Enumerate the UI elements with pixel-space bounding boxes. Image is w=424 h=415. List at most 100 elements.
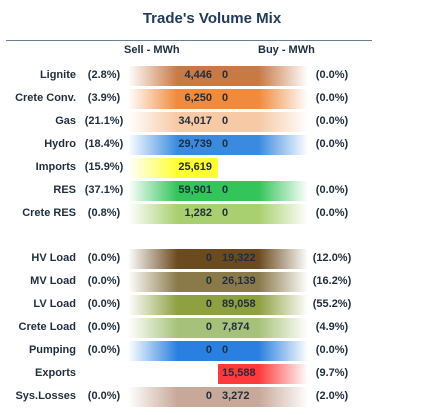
table-row: LV Load (0.0%) 0 89,058 (55.2%)	[0, 295, 424, 315]
buy-cell: 15,588	[218, 364, 308, 384]
buy-percent: (0.0%)	[315, 69, 349, 81]
sell-value: 25,619	[178, 161, 212, 173]
row-label: LV Load	[33, 298, 76, 310]
sell-percent: (0.0%)	[87, 298, 121, 310]
buy-percent: (0.0%)	[315, 115, 349, 127]
table-row: Crete Conv. (3.9%) 6,250 0 (0.0%)	[0, 89, 424, 109]
row-label: Crete RES	[22, 207, 76, 219]
row-label: Sys.Losses	[15, 390, 76, 402]
buy-cell: 0	[218, 66, 308, 86]
buy-cell: 89,058	[218, 295, 308, 315]
sell-cell: 0	[128, 341, 218, 361]
buy-value: 0	[222, 92, 229, 104]
buy-cell: 0	[218, 89, 308, 109]
sell-percent: (0.8%)	[87, 207, 121, 219]
buy-value: 0	[222, 207, 229, 219]
table-row: Gas (21.1%) 34,017 0 (0.0%)	[0, 112, 424, 132]
table-row: Lignite (2.8%) 4,446 0 (0.0%)	[0, 66, 424, 86]
sell-percent: (18.4%)	[84, 138, 124, 150]
sell-cell: 29,739	[128, 135, 218, 155]
buy-value: 0	[222, 138, 229, 150]
sell-percent: (0.0%)	[87, 275, 121, 287]
sell-cell: 1,282	[128, 204, 218, 224]
sell-header: Sell - MWh	[124, 44, 180, 56]
buy-percent: (0.0%)	[315, 138, 349, 150]
sell-value: 34,017	[178, 115, 212, 127]
buy-percent: (0.0%)	[315, 207, 349, 219]
table-row: Sys.Losses (0.0%) 0 3,272 (2.0%)	[0, 387, 424, 407]
row-label: Gas	[55, 115, 76, 127]
sell-value: 0	[205, 252, 212, 264]
sell-cell: 4,446	[128, 66, 218, 86]
table-row: Crete Load (0.0%) 0 7,874 (4.9%)	[0, 318, 424, 338]
buy-value: 0	[222, 115, 229, 127]
buy-cell: 0	[218, 181, 308, 201]
table-row: Imports (15.9%) 25,619	[0, 158, 424, 178]
sell-percent: (3.9%)	[87, 92, 121, 104]
row-label: Crete Load	[18, 321, 76, 333]
buy-cell	[218, 158, 308, 178]
sell-cell: 59,901	[128, 181, 218, 201]
buy-cell: 0	[218, 204, 308, 224]
sell-percent: (0.0%)	[87, 321, 121, 333]
table-row: HV Load (0.0%) 0 19,322 (12.0%)	[0, 249, 424, 269]
row-label: Pumping	[28, 344, 76, 356]
sell-value: 29,739	[178, 138, 212, 150]
sell-percent: (37.1%)	[84, 184, 124, 196]
buy-cell: 7,874	[218, 318, 308, 338]
buy-percent: (4.9%)	[315, 321, 349, 333]
sell-value: 4,446	[184, 69, 212, 81]
row-label: Imports	[35, 161, 76, 173]
buy-value: 0	[222, 184, 229, 196]
buy-cell: 0	[218, 112, 308, 132]
title-divider	[6, 40, 372, 41]
row-label: HV Load	[31, 252, 76, 264]
buy-cell: 26,139	[218, 272, 308, 292]
buy-cell: 3,272	[218, 387, 308, 407]
buy-percent: (12.0%)	[312, 252, 352, 264]
buy-header: Buy - MWh	[258, 44, 315, 56]
buy-value: 3,272	[222, 390, 250, 402]
sell-percent: (0.0%)	[87, 390, 121, 402]
buy-cell: 19,322	[218, 249, 308, 269]
buy-cell: 0	[218, 341, 308, 361]
buy-value: 19,322	[222, 252, 256, 264]
sell-value: 0	[205, 321, 212, 333]
sell-cell: 0	[128, 387, 218, 407]
sell-cell: 25,619	[128, 158, 218, 178]
sell-percent: (15.9%)	[84, 161, 124, 173]
table-row: Crete RES (0.8%) 1,282 0 (0.0%)	[0, 204, 424, 224]
buy-cell: 0	[218, 135, 308, 155]
buy-value: 26,139	[222, 275, 256, 287]
row-label: MV Load	[30, 275, 76, 287]
sell-value: 59,901	[178, 184, 212, 196]
row-label: Lignite	[39, 69, 76, 81]
buy-value: 15,588	[222, 367, 256, 379]
sell-value: 0	[205, 344, 212, 356]
table-row: RES (37.1%) 59,901 0 (0.0%)	[0, 181, 424, 201]
table-row: MV Load (0.0%) 0 26,139 (16.2%)	[0, 272, 424, 292]
sell-percent: (2.8%)	[87, 69, 121, 81]
sell-value: 0	[205, 390, 212, 402]
buy-value: 0	[222, 344, 229, 356]
buy-value: 7,874	[222, 321, 250, 333]
sell-value: 1,282	[184, 207, 212, 219]
table-row: Pumping (0.0%) 0 0 (0.0%)	[0, 341, 424, 361]
buy-percent: (55.2%)	[312, 298, 352, 310]
row-label: Exports	[35, 367, 76, 379]
sell-percent: (21.1%)	[84, 115, 124, 127]
page-title: Trade's Volume Mix	[142, 10, 282, 27]
sell-value: 6,250	[184, 92, 212, 104]
buy-percent: (9.7%)	[315, 367, 349, 379]
buy-percent: (0.0%)	[315, 344, 349, 356]
sell-cell: 0	[128, 272, 218, 292]
buy-percent: (0.0%)	[315, 184, 349, 196]
sell-cell: 0	[128, 295, 218, 315]
buy-percent: (2.0%)	[315, 390, 349, 402]
sell-cell: 6,250	[128, 89, 218, 109]
buy-value: 89,058	[222, 298, 256, 310]
sell-percent: (0.0%)	[87, 252, 121, 264]
sell-cell	[128, 364, 218, 384]
sell-value: 0	[205, 298, 212, 310]
buy-percent: (0.0%)	[315, 92, 349, 104]
